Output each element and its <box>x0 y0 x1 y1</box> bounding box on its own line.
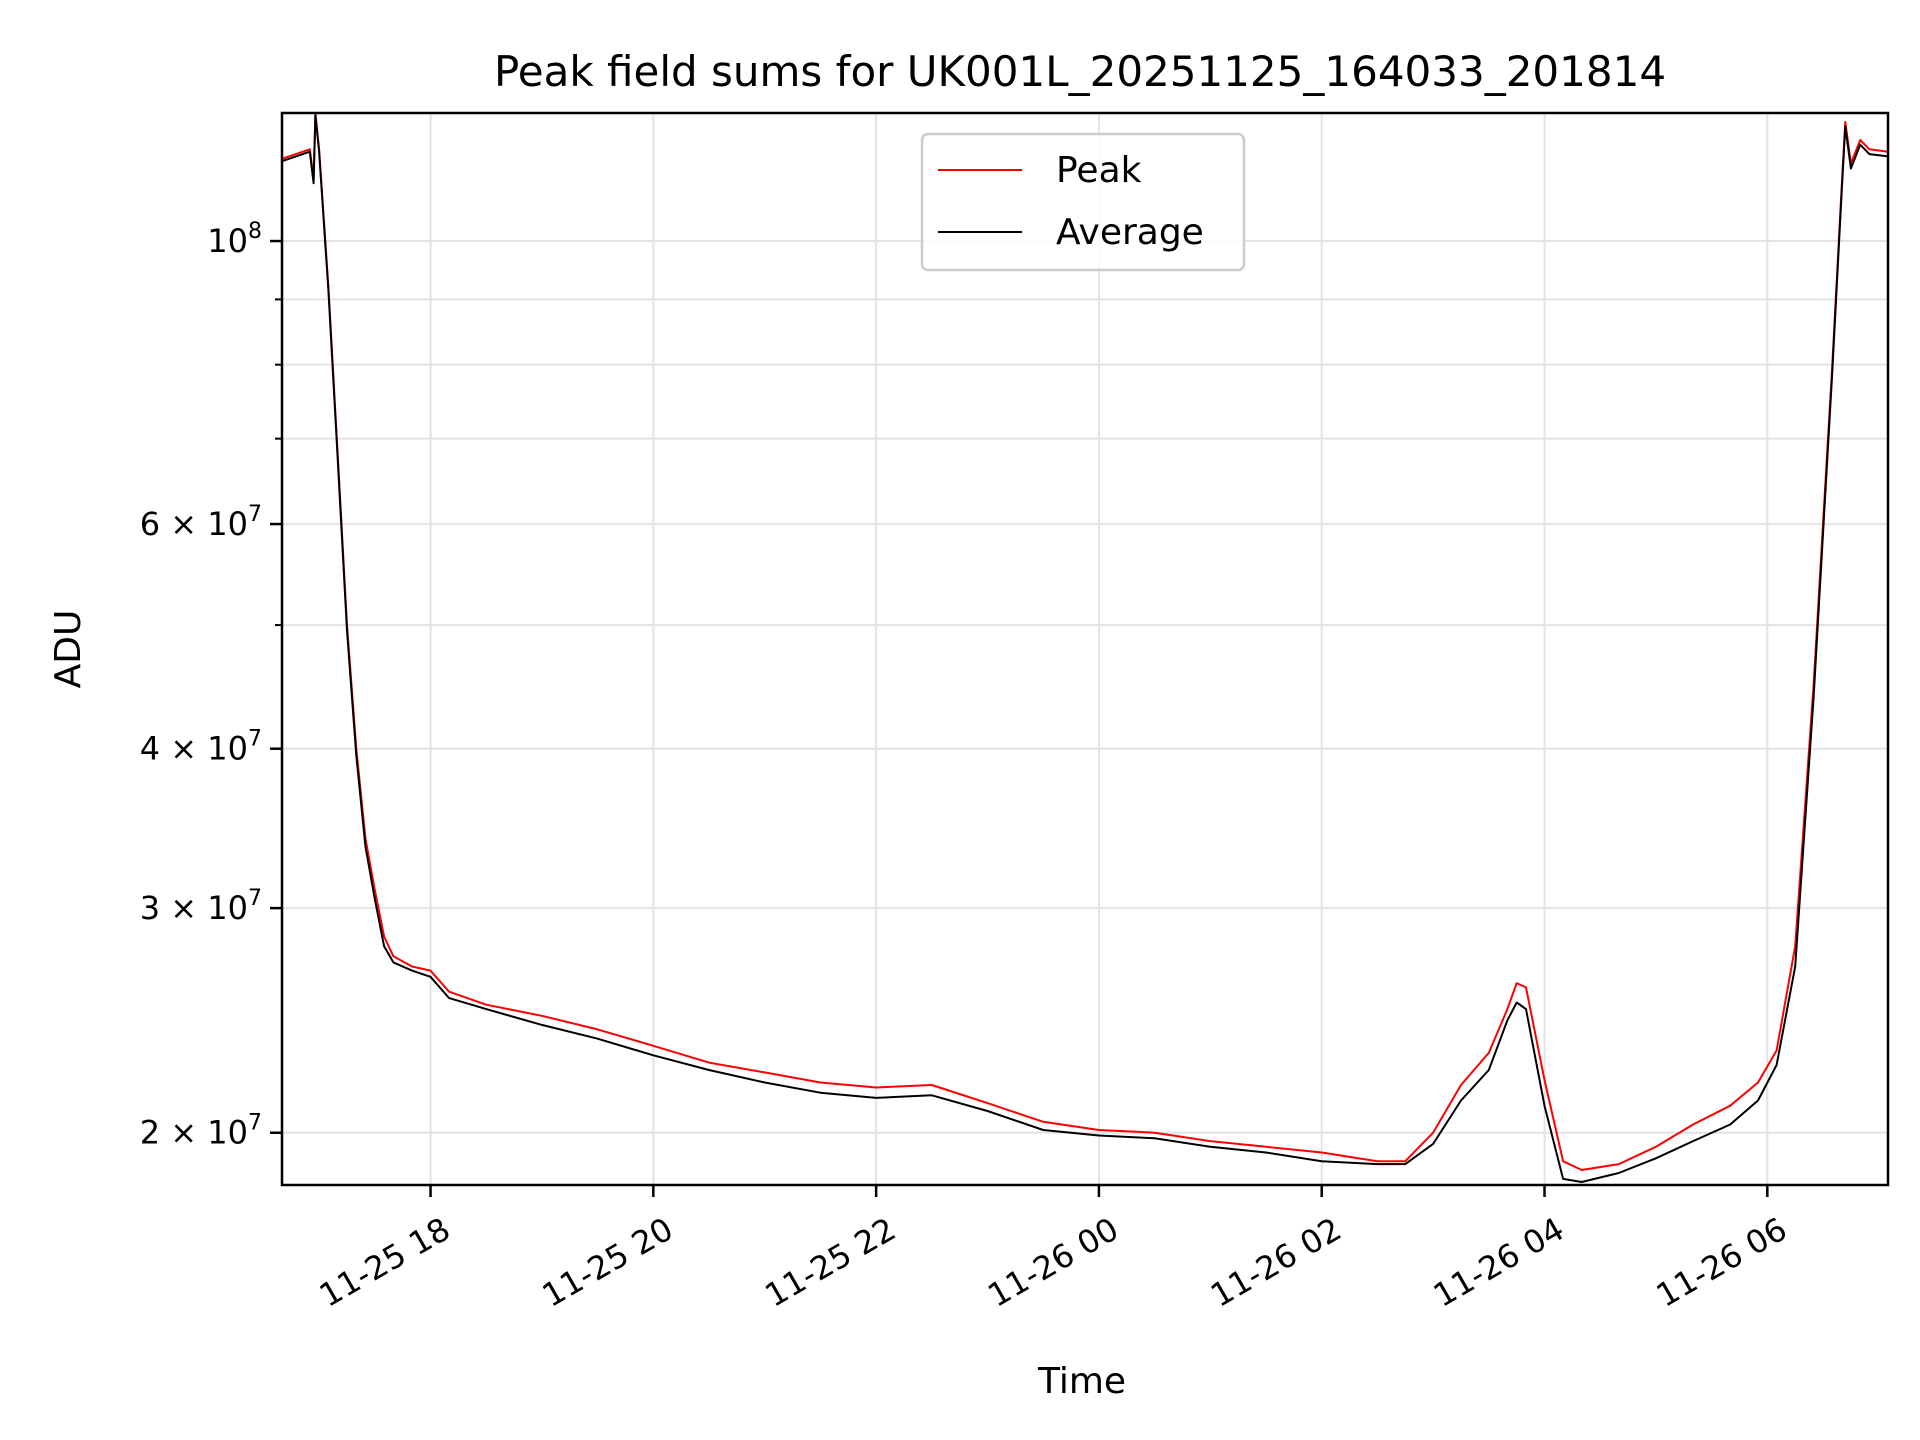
y-tick-label: 4 × 107 <box>140 727 262 768</box>
chart-title: Peak field sums for UK001L_20251125_1640… <box>494 47 1666 96</box>
x-axis-label: Time <box>1037 1361 1126 1402</box>
y-tick-label: 6 × 107 <box>140 502 262 543</box>
series-layer <box>281 112 1889 1183</box>
series-line-peak <box>281 112 1889 1171</box>
gridlines <box>282 113 1888 1185</box>
legend-label-average: Average <box>1056 212 1204 253</box>
legend-label-peak: Peak <box>1056 150 1142 191</box>
y-axis-label: ADU <box>48 610 89 689</box>
series-line-average <box>281 114 1889 1183</box>
y-axis: 108 6 × 107 4 × 107 3 × 107 2 × 107 <box>140 219 282 1152</box>
y-tick-label: 108 <box>207 219 262 260</box>
y-tick-label: 3 × 107 <box>140 886 262 927</box>
legend: Peak Average <box>920 132 1246 272</box>
plot-frame <box>280 111 1890 1187</box>
legend-box <box>920 132 1246 272</box>
y-tick-label: 2 × 107 <box>140 1111 262 1152</box>
